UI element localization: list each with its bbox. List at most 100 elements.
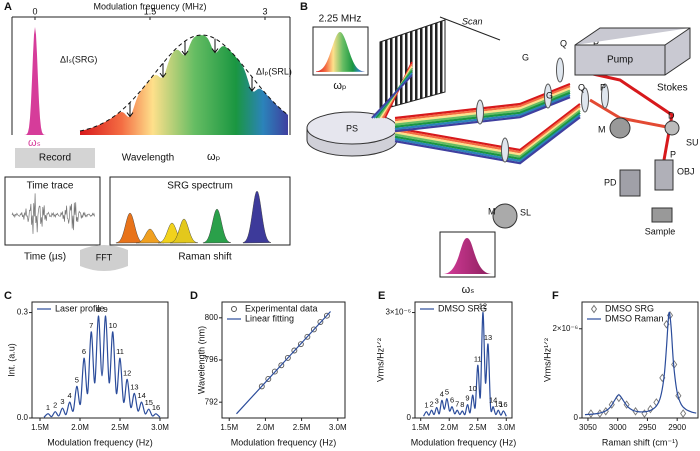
label: M	[598, 124, 606, 134]
point	[284, 354, 291, 361]
x-tick-label: 2.5M	[293, 423, 311, 432]
raman-peak	[202, 208, 232, 244]
panel-letter: E	[378, 290, 385, 302]
label: SRG spectrum	[167, 181, 233, 192]
beam	[394, 116, 581, 165]
peak-label: 7	[455, 399, 459, 408]
peak-label: 15	[145, 398, 153, 407]
y-axis-label: Int. (a.u)	[6, 343, 16, 377]
pulse	[316, 32, 365, 72]
tick-label: 3	[262, 6, 267, 16]
label: Sample	[645, 226, 676, 236]
peak-label: 1	[46, 403, 50, 412]
beam	[371, 74, 413, 119]
point	[278, 362, 285, 369]
beam	[394, 89, 571, 126]
peak-label: 8	[460, 400, 464, 409]
label: Time (µs)	[24, 252, 66, 263]
peak-label: 2	[53, 401, 57, 410]
label: SL	[520, 207, 531, 217]
beam	[394, 111, 581, 160]
dichroic	[664, 120, 680, 136]
beam	[394, 91, 571, 128]
lens	[544, 83, 552, 109]
peak-label: 14	[489, 396, 497, 405]
beam	[394, 114, 581, 163]
frame	[11, 17, 291, 135]
raman-peak	[169, 218, 199, 244]
point	[310, 326, 317, 333]
legend-label: DMSO SRG	[605, 303, 654, 313]
legend-label: Laser profile	[55, 303, 105, 313]
lens	[501, 137, 509, 163]
panel-letter: C	[4, 290, 12, 302]
x-tick-label: 2.5M	[469, 423, 487, 432]
legend-swatch	[231, 306, 237, 312]
line	[423, 311, 507, 417]
label: ωₛ	[28, 137, 41, 149]
y-axis-label: Vrms/Hz¹ᐟ²	[375, 338, 385, 382]
plot-frame	[414, 301, 513, 419]
chart: C 1.5M 2.0M 2.5M 3.0M 0.0 0.3 Modulation freque…	[4, 290, 169, 447]
panel-letter: A	[4, 1, 12, 13]
label: P	[600, 82, 606, 92]
peak-label: 12	[123, 368, 131, 377]
panel-letter: D	[190, 290, 198, 302]
legend-label: DMSO Raman	[605, 313, 664, 323]
y-tick-label: 3×10⁻⁶	[385, 308, 411, 317]
peak-label: 4	[440, 389, 444, 398]
label: ωₛ	[462, 284, 475, 296]
beam	[394, 93, 571, 131]
x-tick-label: 3.0M	[329, 423, 347, 432]
peak-label: 11	[116, 347, 124, 356]
point	[647, 404, 654, 414]
beam	[394, 109, 581, 158]
label: ωₚ	[333, 80, 347, 92]
scan-arrow	[439, 16, 501, 41]
dip-arrow	[159, 63, 167, 78]
beam	[394, 103, 581, 152]
charts: C 1.5M 2.0M 2.5M 3.0M 0.0 0.3 Modulation freque…	[4, 290, 699, 447]
peak-label: 10	[468, 384, 476, 393]
point	[587, 409, 594, 418]
point	[297, 341, 304, 348]
peak-label: 3	[435, 396, 439, 405]
peak-label: 2	[429, 399, 433, 408]
beam	[394, 85, 571, 122]
label: Raman shift	[178, 252, 232, 263]
label: PD	[604, 177, 617, 187]
beam	[394, 82, 571, 120]
label: Pump	[607, 55, 634, 66]
label: OBJ	[677, 166, 695, 176]
lens	[581, 87, 589, 113]
sample-stage	[651, 207, 673, 223]
line	[236, 311, 331, 415]
legend-label: Linear fitting	[245, 313, 294, 323]
peak-label: 15	[494, 399, 502, 408]
x-tick-label: 3050	[579, 423, 597, 432]
label: Wavelength	[122, 153, 174, 164]
srg-peak	[22, 27, 48, 135]
x-axis-label: Raman shift (cm⁻¹)	[602, 437, 678, 447]
label: Q	[560, 38, 567, 48]
peak-label: 6	[450, 396, 454, 405]
y-tick-label: 0.0	[17, 413, 29, 422]
objective	[654, 159, 674, 191]
peak-label: 5	[75, 375, 79, 384]
panel-letter: F	[552, 290, 559, 302]
y-tick-label: 796	[205, 355, 219, 364]
tick-label: 0	[32, 6, 37, 16]
point	[258, 383, 265, 390]
y-tick-label: 800	[205, 313, 219, 322]
x-tick-label: 3.0M	[151, 423, 169, 432]
raman-peak	[115, 212, 145, 244]
point	[304, 333, 311, 340]
beam	[394, 87, 571, 124]
fft-arrow	[80, 245, 128, 271]
panel-a: A Modulation frequency (MHz) 0 1.5 3 ΔIₛ…	[4, 1, 292, 271]
dip-arrow	[126, 102, 134, 118]
line	[584, 311, 697, 416]
label: M	[488, 206, 496, 216]
peak-label: 12	[479, 302, 487, 311]
